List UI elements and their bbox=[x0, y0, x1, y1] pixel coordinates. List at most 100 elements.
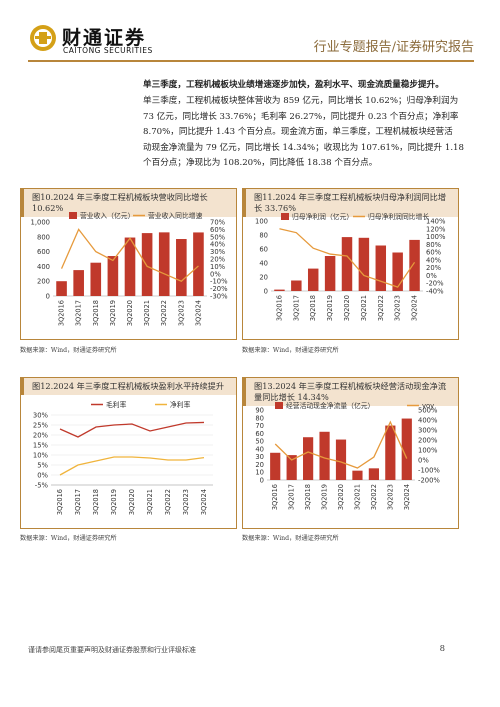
x-tick-label: 3Q2019 bbox=[321, 484, 329, 510]
legend-label: 营业收入（亿元） bbox=[80, 211, 134, 220]
body-line: 8.70%，同比提升 1.43 个百分点。现金流方面，单三季度，工程机械板块经营… bbox=[143, 127, 453, 137]
company-logo: 财通证券 CAITONG SECURITIES bbox=[28, 22, 168, 58]
bar bbox=[158, 232, 170, 296]
legend-swatch bbox=[69, 212, 77, 219]
chart-caption: 图13.2024 年三季度工程机械板块经营活动现金净流量同比增长 14.34% bbox=[243, 378, 458, 406]
y2-tick-label: 40% bbox=[426, 256, 442, 264]
x-tick-label: 3Q2021 bbox=[146, 489, 154, 515]
y2-tick-label: 0% bbox=[210, 270, 221, 278]
body-paragraph: 单三季度，工程机械板块整体营收为 859 亿元，同比增长 10.62%；归母净利… bbox=[143, 94, 471, 172]
x-tick-label: 3Q2024 bbox=[411, 295, 419, 321]
y2-tick-label: 200% bbox=[418, 437, 438, 445]
chart-caption: 图11.2024 年三季度工程机械板块归母净利润同比增长 33.76% bbox=[243, 189, 458, 217]
x-tick-label: 3Q2018 bbox=[92, 300, 100, 326]
y-tick-label: 200 bbox=[37, 278, 50, 286]
header-divider bbox=[28, 60, 474, 62]
x-tick-label: 3Q2021 bbox=[360, 295, 368, 321]
bar bbox=[56, 281, 67, 296]
body-line: 单三季度，工程机械板块整体营收为 859 亿元，同比增长 10.62%；归母净利… bbox=[143, 96, 459, 106]
y2-tick-label: 60% bbox=[426, 249, 442, 257]
bar bbox=[286, 455, 297, 480]
x-tick-label: 3Q2021 bbox=[353, 484, 361, 510]
x-tick-label: 3Q2018 bbox=[304, 484, 312, 510]
series-line bbox=[59, 421, 205, 438]
page-number: 8 bbox=[439, 644, 445, 654]
y-tick-label: 20 bbox=[255, 461, 264, 469]
x-tick-label: 3Q2017 bbox=[75, 300, 83, 326]
x-tick-label: 3Q2017 bbox=[288, 484, 296, 510]
series-line bbox=[274, 420, 408, 469]
x-tick-label: 3Q2018 bbox=[309, 295, 317, 321]
bar bbox=[324, 256, 336, 291]
bar bbox=[392, 252, 403, 291]
y-tick-label: 0% bbox=[37, 472, 48, 480]
x-tick-label: 3Q2020 bbox=[126, 300, 134, 326]
bar bbox=[90, 262, 102, 296]
y2-tick-label: -20% bbox=[426, 280, 444, 288]
y2-tick-label: 80% bbox=[426, 241, 442, 249]
y2-tick-label: 100% bbox=[418, 447, 438, 455]
series-line bbox=[59, 456, 205, 476]
y-tick-label: 60 bbox=[255, 430, 264, 438]
y2-tick-label: -40% bbox=[426, 288, 444, 296]
y2-tick-label: 10% bbox=[210, 263, 226, 271]
bar bbox=[274, 289, 285, 291]
logo-text-en: CAITONG SECURITIES bbox=[63, 46, 153, 55]
bar bbox=[385, 425, 396, 480]
x-tick-label: 3Q2023 bbox=[394, 295, 402, 321]
x-tick-label: 3Q2020 bbox=[128, 489, 136, 515]
y-tick-label: 0 bbox=[260, 477, 264, 485]
y2-tick-label: 50% bbox=[210, 233, 226, 241]
bar bbox=[352, 470, 363, 480]
y-tick-label: 40 bbox=[259, 260, 268, 268]
legend-label: 归母净利润（亿元） bbox=[292, 212, 353, 221]
chart-caption: 图10.2024 年三季度工程机械板块营收同比增长 10.62% bbox=[21, 189, 236, 217]
y-tick-label: 30 bbox=[255, 453, 264, 461]
y-tick-label: 90 bbox=[255, 407, 264, 415]
x-tick-label: 3Q2022 bbox=[377, 295, 385, 321]
bar bbox=[409, 239, 420, 291]
x-tick-label: 3Q2019 bbox=[326, 295, 334, 321]
logo-text-cn: 财通证券 bbox=[62, 27, 147, 49]
x-tick-label: 3Q2023 bbox=[182, 489, 190, 515]
y2-tick-label: 30% bbox=[210, 248, 226, 256]
bar bbox=[124, 237, 136, 296]
y2-tick-label: 20% bbox=[210, 256, 226, 264]
series-line bbox=[279, 228, 416, 288]
chart-caption: 图12.2024 年三季度工程机械板块盈利水平持续提升 bbox=[21, 378, 236, 395]
bar bbox=[307, 268, 319, 291]
bar bbox=[335, 439, 347, 480]
y2-tick-label: 120% bbox=[426, 225, 446, 233]
chart-cashflow-panel: 图13.2024 年三季度工程机械板块经营活动现金净流量同比增长 14.34% … bbox=[242, 377, 459, 529]
bar bbox=[303, 437, 314, 480]
x-tick-label: 3Q2017 bbox=[74, 489, 82, 515]
body-line: 73 亿元，同比增长 33.76%；毛利率 26.27%，同比提升 0.23 个… bbox=[143, 111, 459, 122]
x-tick-label: 3Q2022 bbox=[164, 489, 172, 515]
chart-revenue: 0 200 400 600 800 1,000 -30%-20%-10%0%10%20%30… bbox=[31, 211, 229, 326]
chart-source: 数据来源：Wind，财通证券研究所 bbox=[242, 535, 339, 542]
x-tick-label: 3Q2022 bbox=[160, 300, 168, 326]
y-tick-label: 10% bbox=[33, 452, 49, 460]
bar bbox=[358, 237, 370, 291]
series-line bbox=[60, 228, 199, 282]
y2-tick-label: -30% bbox=[210, 293, 228, 301]
y2-tick-label: -20% bbox=[210, 285, 228, 293]
y-tick-label: 1,000 bbox=[31, 219, 50, 227]
y-tick-label: 20% bbox=[33, 432, 49, 440]
x-tick-label: 3Q2016 bbox=[275, 295, 283, 321]
y2-tick-label: 60% bbox=[210, 226, 226, 234]
bar bbox=[401, 418, 412, 480]
y2-tick-label: 70% bbox=[210, 219, 226, 227]
legend-swatch bbox=[281, 213, 289, 220]
x-tick-label: 3Q2022 bbox=[370, 484, 378, 510]
bar bbox=[193, 232, 204, 296]
y-tick-label: 0 bbox=[264, 288, 268, 296]
chart-revenue-panel: 图10.2024 年三季度工程机械板块营收同比增长 10.62% 0 200 400… bbox=[20, 188, 237, 340]
y-tick-label: 10 bbox=[255, 469, 264, 477]
y2-tick-label: 40% bbox=[210, 241, 226, 249]
section-heading: 单三季度，工程机械板块业绩增速逐步加快，盈利水平、现金流质量稳步提升。 bbox=[143, 80, 444, 90]
logo-emblem-icon bbox=[30, 25, 56, 51]
y-tick-label: 60 bbox=[259, 246, 268, 254]
y-tick-label: 5% bbox=[37, 462, 48, 470]
y2-tick-label: 0% bbox=[418, 457, 429, 465]
